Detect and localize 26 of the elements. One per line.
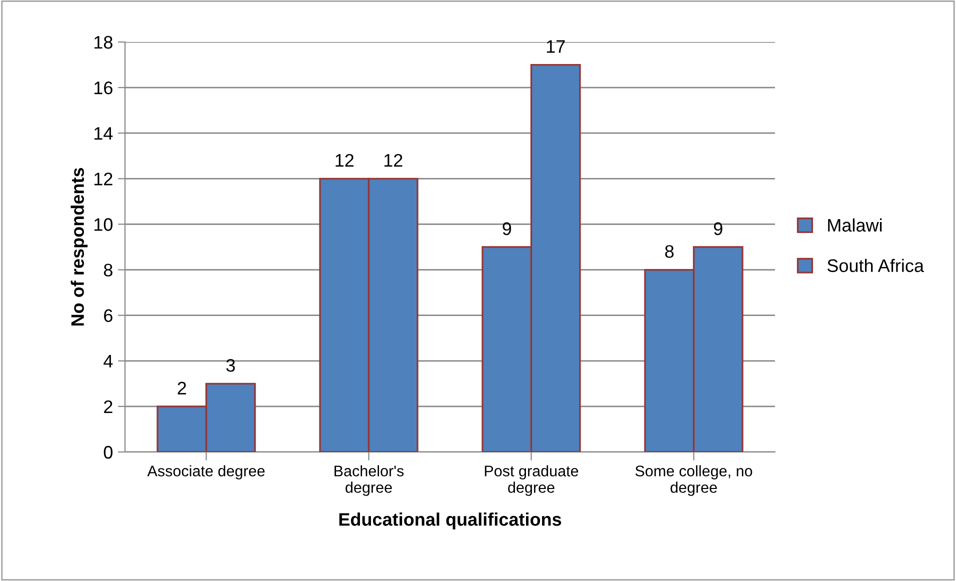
legend-label: Malawi — [828, 218, 882, 232]
data-label: 9 — [502, 222, 512, 236]
y-tick-label: 4 — [104, 355, 113, 368]
data-label: 17 — [546, 40, 565, 53]
data-label: 12 — [336, 154, 354, 167]
legend-label: South Africa — [827, 258, 924, 272]
x-tick-label: Some college, no degree — [635, 465, 752, 496]
y-tick-label: 16 — [94, 81, 112, 94]
y-tick-label: 14 — [94, 127, 113, 140]
x-tick-label: Post graduate degree — [484, 465, 578, 496]
x-tick-label: Associate degree — [147, 465, 265, 480]
y-tick-label: 6 — [104, 309, 112, 322]
y-tick-label: 2 — [104, 400, 112, 413]
data-label: 8 — [665, 245, 674, 258]
y-axis-title: No of respondents — [70, 168, 88, 326]
x-tick-label: Bachelor's degree — [334, 465, 404, 496]
data-label: 3 — [226, 358, 235, 372]
data-label: 12 — [384, 154, 402, 167]
y-tick-label: 0 — [104, 446, 112, 459]
data-label: 2 — [178, 382, 186, 394]
y-tick-label: 10 — [94, 218, 112, 231]
y-tick-label: 8 — [104, 264, 112, 276]
y-tick-label: 18 — [94, 36, 112, 49]
data-label: 9 — [714, 222, 722, 236]
y-tick-label: 12 — [94, 172, 112, 186]
x-axis-title: Educational qualifications — [339, 512, 562, 530]
